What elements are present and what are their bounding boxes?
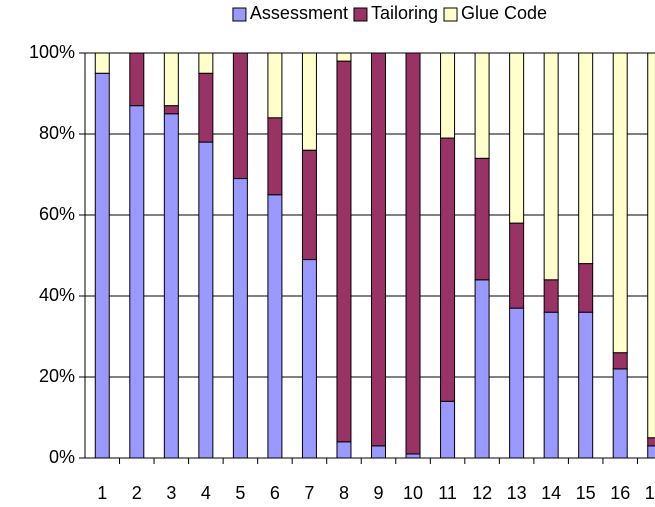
- bar-segment: [405, 453, 421, 459]
- legend-swatch: [232, 7, 247, 22]
- bar-segment: [612, 52, 628, 354]
- x-tick-label: 15: [576, 483, 596, 503]
- bar-segment: [301, 149, 317, 261]
- bar-segment: [163, 105, 179, 115]
- bar-segment: [612, 368, 628, 459]
- bar-segment: [198, 72, 214, 143]
- y-tick-label: 40%: [39, 285, 75, 305]
- y-tick-label: 80%: [39, 123, 75, 143]
- x-tick-label: 8: [339, 483, 349, 503]
- x-tick-label: 13: [507, 483, 527, 503]
- x-tick-label: 4: [201, 483, 211, 503]
- bar-segment: [509, 222, 525, 309]
- bar-segment: [578, 52, 594, 265]
- bar-segment: [94, 72, 110, 459]
- x-tick-label: 14: [541, 483, 561, 503]
- bar-segment: [509, 307, 525, 459]
- y-tick-label: 60%: [39, 204, 75, 224]
- bar-segment: [647, 437, 655, 447]
- x-tick-label: 2: [132, 483, 142, 503]
- x-tick-label: 16: [610, 483, 630, 503]
- bar-segment: [94, 52, 110, 74]
- x-tick-label: 6: [270, 483, 280, 503]
- y-tick-label: 100%: [29, 42, 75, 62]
- x-tick-label: 7: [304, 483, 314, 503]
- y-tick-label: 20%: [39, 366, 75, 386]
- x-tick-label: 9: [373, 483, 383, 503]
- bar-segment: [474, 279, 490, 459]
- x-tick-label: 1: [97, 483, 107, 503]
- bar-segment: [371, 445, 386, 459]
- bar-segment: [129, 105, 145, 459]
- bar-segment: [232, 178, 248, 459]
- x-tick-label: 3: [166, 483, 176, 503]
- bar-segment: [578, 311, 594, 459]
- x-tick-label: 10: [403, 483, 423, 503]
- y-tick-label: 0%: [49, 447, 75, 467]
- bar-segment: [129, 52, 145, 107]
- bar-segment: [509, 52, 525, 224]
- bar-segment: [578, 263, 594, 313]
- bar-segment: [543, 311, 559, 459]
- legend-label: Glue Code: [461, 3, 547, 23]
- bar-segment: [543, 279, 559, 313]
- x-tick-label: 17: [645, 483, 655, 503]
- bar-segment: [647, 445, 655, 459]
- bar-segment: [440, 137, 456, 402]
- x-tick-label: 5: [235, 483, 245, 503]
- bar-segment: [543, 52, 559, 281]
- legend-label: Tailoring: [371, 3, 438, 23]
- bar-segment: [440, 52, 456, 139]
- bar-segment: [198, 141, 214, 459]
- bar-segment: [474, 52, 490, 159]
- x-tick-label: 11: [438, 483, 457, 503]
- bar-segment: [336, 52, 352, 62]
- bar-segment: [301, 259, 317, 459]
- bar-segment: [163, 52, 179, 107]
- bar-segment: [301, 52, 317, 151]
- legend-swatch: [443, 7, 458, 22]
- bar-segment: [405, 52, 421, 455]
- legend-swatch: [353, 7, 368, 22]
- bar-segment: [612, 352, 628, 370]
- bar-segment: [198, 52, 214, 74]
- bar-segment: [647, 52, 655, 439]
- bar-segment: [267, 117, 283, 196]
- bar-segment: [232, 52, 248, 180]
- bar-segment: [267, 194, 283, 459]
- bar-segment: [267, 52, 283, 119]
- bar-segment: [336, 60, 352, 443]
- bar-segment: [336, 441, 352, 459]
- x-tick-label: 12: [472, 483, 492, 503]
- bar-segment: [163, 113, 179, 459]
- bar-segment: [474, 157, 490, 281]
- bar-segment: [371, 52, 386, 447]
- legend-label: Assessment: [250, 3, 348, 23]
- bar-segment: [440, 400, 456, 459]
